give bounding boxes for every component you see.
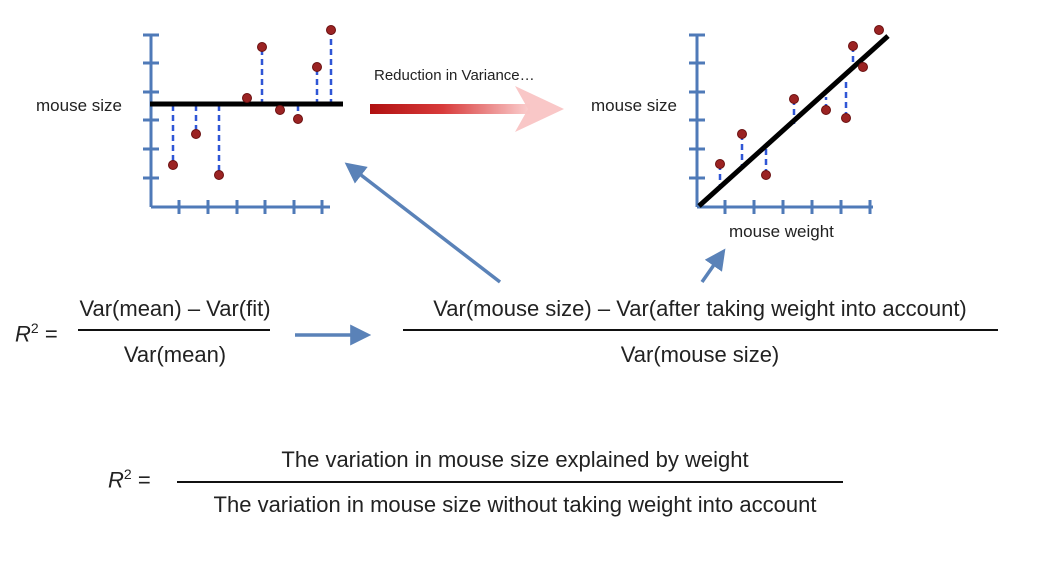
left-plot-points (168, 25, 336, 180)
formula-3-fraction-bar (177, 481, 843, 483)
formula-1-denominator: Var(mean) (123, 342, 227, 367)
left-plot-y-label: mouse size (36, 96, 122, 115)
right-plot (689, 25, 890, 214)
left-plot-axes (143, 33, 330, 214)
formula-2-numerator: Var(mouse size) – Var(after taking weigh… (433, 296, 967, 321)
formula-3-exponent: 2 (123, 466, 132, 482)
formula-3-r: R (108, 467, 124, 493)
reduction-label: Reduction in Variance… (374, 67, 535, 84)
blue-arrows (295, 162, 726, 346)
arrow-to-right-plot (700, 248, 726, 284)
formula-1-lhs: R2 = (15, 320, 58, 347)
formula-1-exponent: 2 (30, 320, 39, 336)
formula-2-denominator: Var(mouse size) (620, 342, 780, 367)
left-plot (143, 25, 343, 214)
left-plot-residuals (171, 30, 333, 175)
right-plot-axes (689, 33, 873, 214)
right-plot-residuals (718, 46, 855, 186)
formula-3-equals: = (137, 467, 151, 493)
formula-3-denominator: The variation in mouse size without taki… (213, 492, 817, 517)
fit-line (697, 34, 890, 208)
formula-1-fraction-bar (78, 329, 270, 331)
right-plot-points (715, 25, 884, 180)
right-plot-y-label: mouse size (591, 96, 677, 115)
right-plot-x-label: mouse weight (729, 222, 834, 241)
formula-1-equals: = (44, 321, 58, 347)
arrow-to-left-plot (344, 162, 502, 284)
reduction-arrow (370, 86, 564, 132)
formula-3-lhs: R2 = (108, 466, 151, 493)
formula-3-numerator: The variation in mouse size explained by… (281, 447, 749, 472)
formula-1-numerator: Var(mean) – Var(fit) (79, 296, 271, 321)
formula-2-fraction-bar (403, 329, 998, 331)
formula-1-r: R (15, 321, 31, 347)
